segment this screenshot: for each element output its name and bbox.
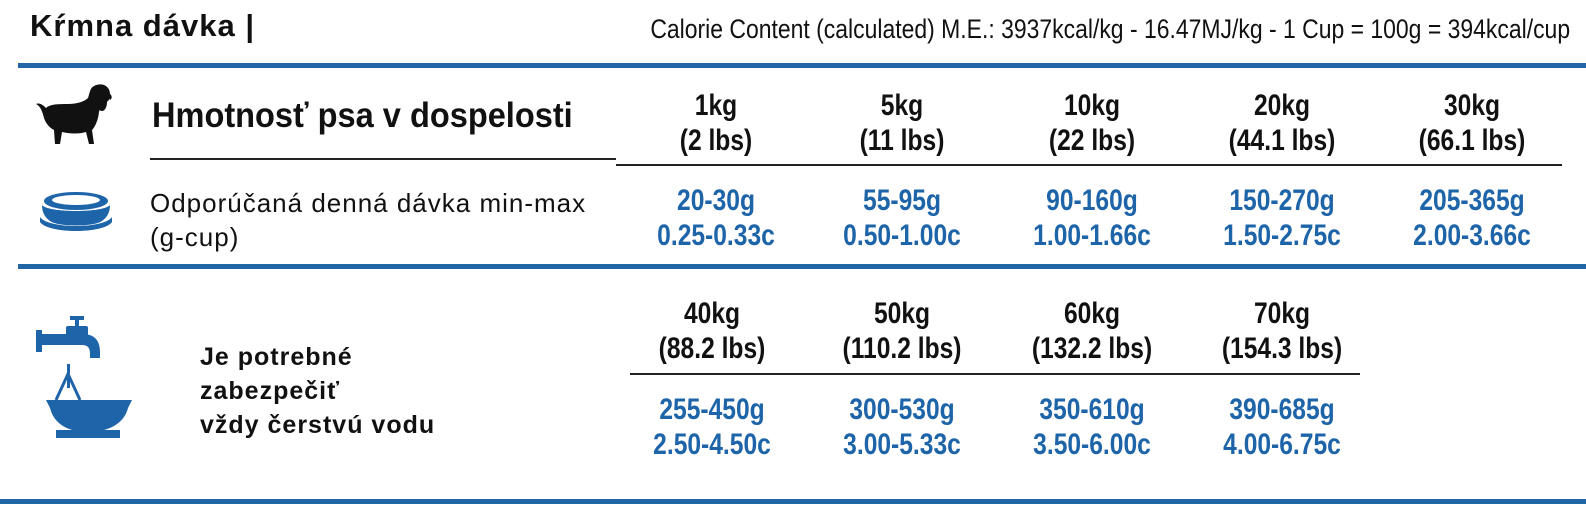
weight-lbs: (66.1 lbs): [1418, 124, 1526, 157]
dose-cups: 1.50-2.75c: [1223, 219, 1341, 252]
weight-lbs: (154.3 lbs): [1221, 332, 1343, 365]
adult-weight-label: Hmotnosť psa v dospelosti: [152, 96, 573, 135]
recommended-dose-label: Odporúčaná denná dávka min-max (g-cup): [150, 186, 586, 254]
calorie-content: Calorie Content (calculated) M.E.: 3937k…: [650, 14, 1570, 44]
weight-lbs: (2 lbs): [679, 124, 753, 157]
weight-lbs: (88.2 lbs): [658, 332, 766, 365]
weight-kg: 70kg: [1253, 297, 1311, 330]
dose-grams: 150-270g: [1229, 184, 1335, 217]
dose-cups: 0.50-1.00c: [843, 219, 961, 252]
dose-grams: 350-610g: [1039, 393, 1145, 426]
dose-cell: 90-160g 1.00-1.66c: [1014, 183, 1170, 253]
weight-kg: 1kg: [694, 89, 738, 122]
dose-cups: 0.25-0.33c: [657, 219, 775, 252]
dose-cups: 3.00-5.33c: [843, 428, 961, 461]
weight-label-underline: [150, 158, 616, 160]
dose-cups: 2.00-3.66c: [1413, 219, 1531, 252]
bottom-divider: [0, 499, 1586, 504]
dose-grams: 20-30g: [677, 184, 755, 217]
weight-cell: 30kg (66.1 lbs): [1394, 88, 1550, 158]
dose-grams: 300-530g: [849, 393, 955, 426]
row2-header-underline: [630, 373, 1360, 375]
dose-cups: 2.50-4.50c: [653, 428, 771, 461]
dose-cell: 255-450g 2.50-4.50c: [634, 392, 790, 462]
dose-grams: 255-450g: [659, 393, 765, 426]
weight-kg: 10kg: [1063, 89, 1121, 122]
weight-cell: 60kg (132.2 lbs): [1014, 296, 1170, 366]
weight-lbs: (110.2 lbs): [842, 332, 962, 365]
dose-cell: 390-685g 4.00-6.75c: [1204, 392, 1360, 462]
dose-cups: 1.00-1.66c: [1033, 219, 1151, 252]
weight-cell: 5kg (11 lbs): [824, 88, 980, 158]
dose-grams: 90-160g: [1046, 184, 1138, 217]
water-note-line1: Je potrebné: [200, 343, 353, 371]
dose-grams: 55-95g: [863, 184, 941, 217]
weight-kg: 40kg: [683, 297, 741, 330]
row1-header-underline: [616, 164, 1562, 166]
dose-grams: 205-365g: [1419, 184, 1525, 217]
middle-divider: [18, 264, 1586, 269]
weight-kg: 50kg: [873, 297, 931, 330]
dog-icon: [36, 84, 112, 144]
weight-lbs: (132.2 lbs): [1031, 332, 1153, 365]
dose-cell: 300-530g 3.00-5.33c: [824, 392, 980, 462]
recommended-dose-line1: Odporúčaná denná dávka min-max: [150, 188, 587, 218]
weight-kg: 20kg: [1253, 89, 1311, 122]
dose-cell: 205-365g 2.00-3.66c: [1394, 183, 1550, 253]
dose-cell: 20-30g 0.25-0.33c: [638, 183, 794, 253]
weight-cell: 40kg (88.2 lbs): [634, 296, 790, 366]
weight-lbs: (44.1 lbs): [1228, 124, 1336, 157]
weight-cell: 50kg (110.2 lbs): [824, 296, 980, 366]
weight-kg: 30kg: [1443, 89, 1501, 122]
water-tap-icon: [36, 316, 132, 438]
water-note-line2: zabezpečiť: [200, 377, 341, 405]
weight-lbs: (22 lbs): [1048, 124, 1136, 157]
weight-kg: 5kg: [880, 89, 924, 122]
dose-grams: 390-685g: [1229, 393, 1335, 426]
food-bowl-icon: [40, 192, 112, 231]
dose-cell: 55-95g 0.50-1.00c: [824, 183, 980, 253]
dose-cell: 150-270g 1.50-2.75c: [1204, 183, 1360, 253]
dose-cell: 350-610g 3.50-6.00c: [1014, 392, 1170, 462]
weight-lbs: (11 lbs): [859, 124, 945, 157]
weight-cell: 70kg (154.3 lbs): [1204, 296, 1360, 366]
water-note-line3: vždy čerstvú vodu: [200, 411, 436, 439]
dose-cups: 4.00-6.75c: [1223, 428, 1341, 461]
recommended-dose-line2: (g-cup): [150, 222, 240, 252]
weight-cell: 10kg (22 lbs): [1014, 88, 1170, 158]
weight-cell: 1kg (2 lbs): [638, 88, 794, 158]
top-divider: [18, 63, 1586, 68]
page-title: Kŕmna dávka |: [30, 8, 255, 43]
weight-cell: 20kg (44.1 lbs): [1204, 88, 1360, 158]
weight-kg: 60kg: [1063, 297, 1121, 330]
water-note: Je potrebné zabezpečiť vždy čerstvú vodu: [200, 340, 435, 442]
dose-cups: 3.50-6.00c: [1033, 428, 1151, 461]
